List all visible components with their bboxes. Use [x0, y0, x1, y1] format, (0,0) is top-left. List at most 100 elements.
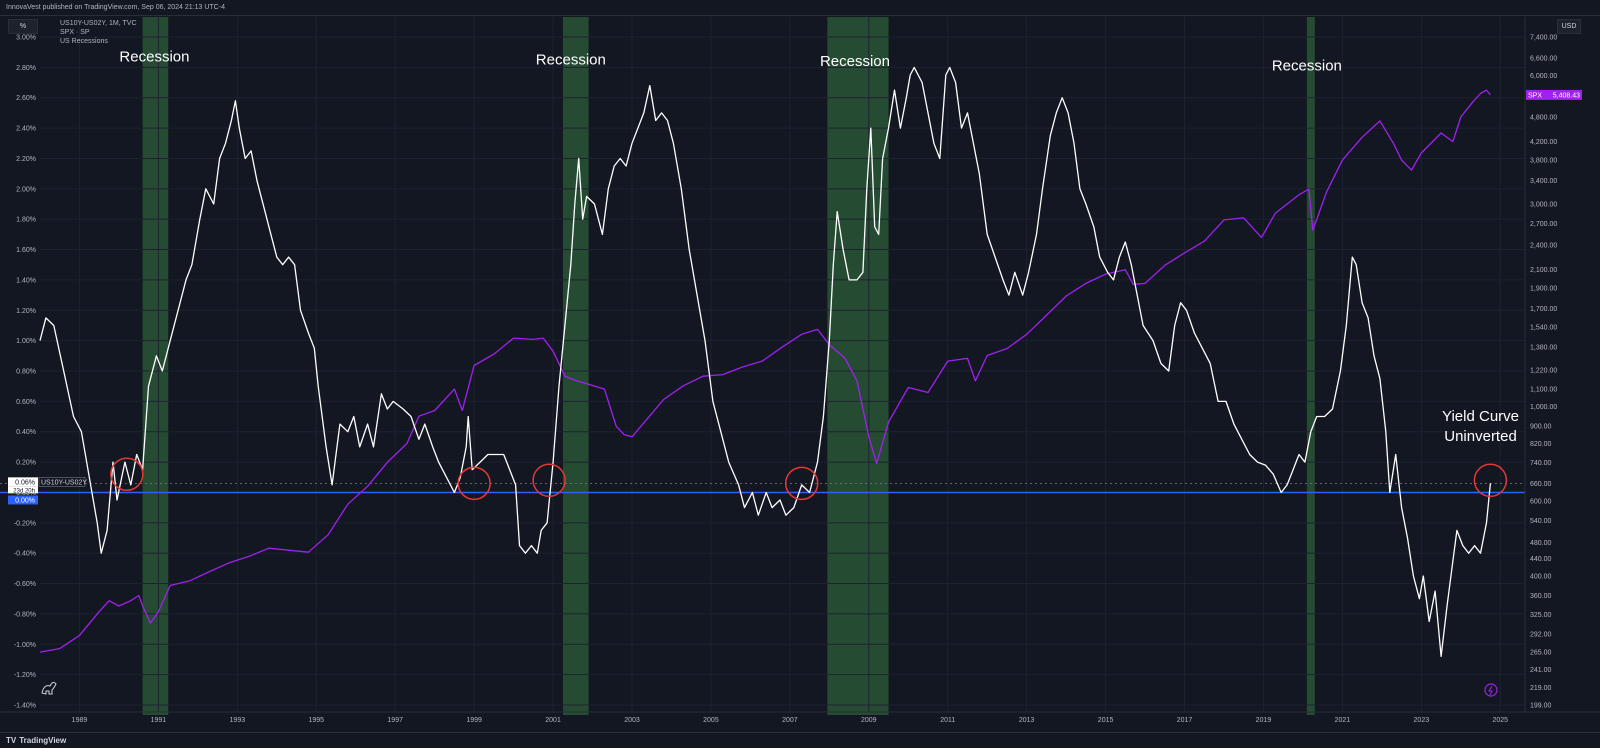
spread-timer-badge: [8, 486, 38, 494]
x-tick-label-1993: 1993: [230, 717, 246, 724]
right-tick-label: 360.00: [1530, 593, 1552, 600]
right-tick-label: 1,000.00: [1530, 404, 1557, 411]
spread-name-label: US10Y-US02Y: [41, 479, 87, 486]
right-tick-label: 325.00: [1530, 612, 1552, 619]
left-tick-label: -1.00%: [14, 642, 36, 649]
footer-bar: TV TradingView: [0, 732, 1600, 747]
right-tick-label: 480.00: [1530, 540, 1552, 547]
right-tick-label: 600.00: [1530, 499, 1552, 506]
right-tick-label: 292.00: [1530, 632, 1552, 639]
right-tick-label: 3,400.00: [1530, 178, 1557, 185]
annotation-4: Recession: [1272, 57, 1342, 74]
right-tick-label: 2,400.00: [1530, 243, 1557, 250]
x-tick-label-1997: 1997: [387, 717, 403, 724]
published-header: InnovaVest published on TradingView.com,…: [0, 0, 1600, 16]
recession-band-2: [562, 17, 589, 715]
left-tick-label: 1.20%: [16, 308, 36, 315]
x-tick-label-2005: 2005: [703, 717, 719, 724]
spread-timer-label: 23d 20h: [13, 488, 35, 494]
right-tick-label: 740.00: [1530, 460, 1552, 467]
right-tick-label: 1,540.00: [1530, 324, 1557, 331]
right-tick-label: 219.00: [1530, 685, 1552, 692]
left-tick-label: 2.40%: [16, 126, 36, 133]
spread-value-label: 0.06%: [15, 479, 35, 486]
x-tick-label-2001: 2001: [545, 717, 561, 724]
tradingview-brand[interactable]: TradingView: [19, 736, 67, 745]
annotation-6: Uninverted: [1444, 428, 1517, 445]
x-tick-label-1991: 1991: [151, 717, 167, 724]
x-tick-label-2025: 2025: [1492, 717, 1508, 724]
left-tick-label: 1.40%: [16, 277, 36, 284]
spx-value-label: 5,408.43: [1553, 92, 1580, 99]
right-tick-label: 1,380.00: [1530, 345, 1557, 352]
left-tick-label: 0.60%: [16, 399, 36, 406]
right-tick-label: 660.00: [1530, 481, 1552, 488]
currency-button[interactable]: USD: [1557, 19, 1581, 34]
left-tick-label: 0.80%: [16, 369, 36, 376]
right-tick-label: 400.00: [1530, 574, 1552, 581]
annotation-1: Recession: [119, 48, 189, 65]
legend-recessions[interactable]: US Recessions: [60, 38, 108, 45]
left-tick-label: 0.20%: [16, 460, 36, 467]
right-tick-label: 1,700.00: [1530, 306, 1557, 313]
right-tick-label: 900.00: [1530, 424, 1552, 431]
annotation-5: Yield Curve: [1442, 408, 1519, 425]
replay-icon[interactable]: [1484, 683, 1498, 697]
spread-value-badge: [8, 477, 38, 487]
left-tick-label: 2.20%: [16, 156, 36, 163]
tradingview-logo-icon[interactable]: TV: [6, 736, 17, 745]
left-tick-label: -0.80%: [14, 611, 36, 618]
right-tick-label: 1,900.00: [1530, 286, 1557, 293]
right-tick-label: 2,100.00: [1530, 267, 1557, 274]
scale-percent-button[interactable]: %: [8, 19, 38, 34]
left-tick-label: 1.00%: [16, 338, 36, 345]
x-tick-label-2013: 2013: [1019, 717, 1035, 724]
grid: [40, 17, 1525, 712]
recession-band-3: [827, 17, 889, 715]
left-tick-label: -0.40%: [14, 551, 36, 558]
highlight-circle-2: [457, 466, 491, 501]
annotations: Recession Recession Recession Recession Yiel…: [119, 48, 1519, 445]
yield-spread-series: [39, 66, 1492, 658]
x-tick-label-2023: 2023: [1414, 717, 1430, 724]
x-tick-label-2007: 2007: [782, 717, 798, 724]
spx-line: [39, 89, 1491, 653]
right-tick-label: 440.00: [1530, 556, 1552, 563]
x-axis[interactable]: 1989 1991 1993 1995 1997 1999 2001 2003 2005 2007…: [0, 711, 1600, 724]
spx-series: [39, 89, 1491, 653]
spx-value-badge: [1526, 89, 1582, 100]
x-tick-label-2011: 2011: [940, 717, 955, 724]
dino-icon[interactable]: [41, 681, 57, 695]
highlight-circle-3: [532, 463, 566, 498]
right-tick-label: 4,200.00: [1530, 139, 1557, 146]
legend-spx[interactable]: SPX · SP: [60, 29, 90, 36]
right-tick-label: 4,800.00: [1530, 114, 1557, 121]
left-tick-label: -1.20%: [14, 672, 36, 679]
x-tick-label-2015: 2015: [1098, 717, 1114, 724]
x-tick-label-2017: 2017: [1177, 717, 1193, 724]
right-tick-label: 241.00: [1530, 667, 1552, 674]
x-tick-label-2009: 2009: [861, 717, 877, 724]
annotation-2: Recession: [536, 51, 606, 68]
highlight-circles: [110, 457, 1508, 501]
left-tick-label: 1.80%: [16, 217, 36, 224]
annotation-3: Recession: [820, 53, 890, 70]
x-tick-label-2003: 2003: [624, 717, 640, 724]
right-tick-label: 820.00: [1530, 441, 1552, 448]
left-axis[interactable]: 3.00% 2.80% 2.60% 2.40% 2.20% 2.00% 1.80% 1.60%…: [14, 17, 1526, 712]
chart-canvas[interactable]: Recession Recession Recession Recession Yiel…: [0, 0, 1600, 732]
right-tick-label: 199.00: [1530, 703, 1552, 710]
x-tick-label-1989: 1989: [72, 717, 88, 724]
highlight-circle-5: [1473, 463, 1508, 498]
right-tick-label: 3,000.00: [1530, 201, 1557, 208]
right-tick-label: 540.00: [1530, 518, 1552, 525]
left-tick-label: 0.40%: [16, 429, 36, 436]
legend-spread[interactable]: US10Y-US02Y, 1M, TVC: [60, 20, 137, 27]
chart-background: [0, 17, 1600, 732]
left-tick-label: 1.60%: [16, 247, 36, 254]
zero-value-badge: [8, 495, 38, 505]
highlight-circle-1: [110, 457, 144, 491]
zero-line: [0, 482, 1525, 494]
zero-value-label: 0.00%: [15, 497, 35, 504]
